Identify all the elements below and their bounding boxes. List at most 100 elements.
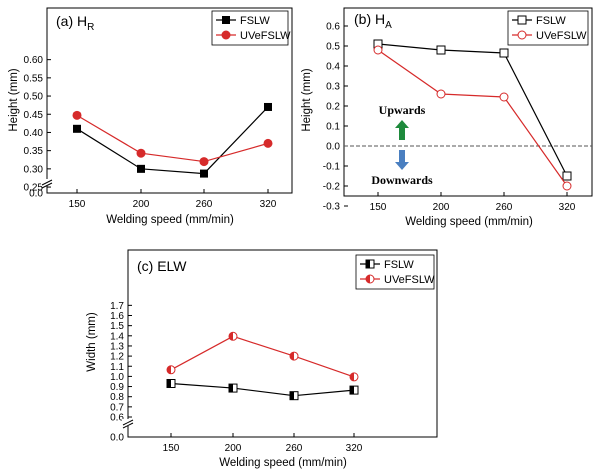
y-tick-label: 0.1 (326, 122, 340, 133)
series-line-fslw (377, 43, 568, 177)
panel-title-main: (a) H (56, 13, 87, 29)
y-tick-label: 0.0 (110, 433, 124, 444)
y-tick-label: 0.8 (110, 392, 124, 403)
legend-label-uvefslw: UVeFSLW (240, 30, 291, 42)
legend-label-fslw: FSLW (384, 259, 414, 271)
annotation-upwards: Upwards (379, 103, 426, 117)
y-tick-label: 0.60 (24, 55, 44, 66)
y-tick-label: 0.5 (326, 42, 340, 53)
chart-panel-c: 0.0 0.60.70.80.91.01.11.21.31.41.51.61.7 1… (86, 249, 438, 469)
panel-title: (c) ELW (137, 258, 187, 274)
x-tick-label: 200 (133, 199, 150, 210)
panel-title: (a) HR (56, 13, 94, 33)
up-arrow-icon (395, 120, 409, 140)
data-point-fslw (436, 45, 446, 55)
data-point-uvefslw-fill (167, 365, 171, 374)
data-point-uvefslw-fill (229, 332, 233, 341)
legend-label-fslw: FSLW (240, 15, 270, 27)
y-tick-label: 0.2 (326, 102, 340, 113)
y-tick-label: 1.6 (110, 311, 124, 322)
axis-break-mark (41, 179, 53, 186)
y-tick-label: 1.5 (110, 321, 124, 332)
y-tick-label: -0.2 (323, 182, 341, 193)
y-tick-label: 1.0 (110, 372, 124, 383)
legend-marker-fslw (222, 16, 230, 24)
x-tick-label: 320 (260, 199, 277, 210)
data-point-fslw (562, 171, 572, 181)
data-point-fslw-fill (229, 384, 233, 393)
legend-marker-fslw (517, 15, 527, 25)
y-tick-label: 1.3 (110, 341, 124, 352)
x-tick-label: 320 (559, 202, 576, 213)
x-tick-label: 320 (346, 443, 363, 454)
y-axis-label: Height (mm) (301, 68, 313, 131)
data-point-fslw (264, 102, 272, 111)
axis-break-mark (122, 422, 134, 429)
axis-break-mark (122, 419, 134, 426)
x-tick-label: 260 (286, 443, 303, 454)
panel-title-main: (c) ELW (137, 258, 187, 274)
chart-panel-b: 0.6 0.5 0.4 0.3 0.2 0.1 0.0 -0.1 -0.2 -0.3 150 200 2… (301, 7, 593, 228)
y-tick-label: 1.4 (110, 331, 124, 342)
plot-frame (127, 249, 438, 438)
y-tick-label: 0.25 (24, 183, 44, 194)
data-point-fslw (499, 48, 509, 58)
y-tick-label: 0.6 (110, 413, 124, 424)
data-point-uvefslw-fill (350, 372, 354, 381)
legend-label-uvefslw: UVeFSLW (536, 30, 587, 42)
y-tick-label: 0.50 (24, 92, 44, 103)
x-axis-label: Welding speed (mm/min) (219, 457, 347, 469)
data-point-fslw-fill (167, 379, 171, 388)
data-point-uvefslw (136, 148, 146, 158)
legend-marker-uvefslw-fill (366, 275, 370, 283)
y-tick-label: 1.2 (110, 352, 124, 363)
data-point-fslw-fill (350, 386, 354, 395)
data-point-uvefslw-fill (290, 352, 294, 361)
series-line-uvefslw (76, 114, 269, 163)
data-point-uvefslw (499, 92, 509, 102)
series-line-uvefslw (170, 335, 355, 378)
legend-marker-fslw-fill (366, 260, 370, 268)
data-point-uvefslw (263, 138, 273, 148)
y-tick-label: 0.30 (24, 164, 44, 175)
x-tick-label: 150 (370, 202, 387, 213)
plot-frame (46, 7, 293, 194)
x-tick-label: 150 (163, 443, 180, 454)
y-tick-label: 1.7 (110, 301, 124, 312)
y-tick-label: 0.55 (24, 73, 44, 84)
y-tick-label: 0.7 (110, 402, 124, 413)
series-line-fslw (170, 382, 355, 397)
x-tick-label: 150 (69, 199, 86, 210)
down-arrow-icon (395, 150, 409, 170)
panel-title-subscript: R (87, 22, 94, 33)
x-tick-label: 200 (225, 443, 242, 454)
data-point-fslw-fill (290, 391, 294, 400)
panel-title-main: (b) H (354, 11, 385, 27)
panel-title: (b) HA (354, 11, 392, 31)
y-tick-label: 0.9 (110, 382, 124, 393)
y-tick-label: -0.1 (323, 162, 341, 173)
data-point-uvefslw (199, 157, 209, 167)
series-line-fslw (76, 106, 269, 175)
y-tick-label: 1.1 (110, 362, 124, 373)
legend-marker-uvefslw (221, 30, 231, 40)
data-point-uvefslw (436, 89, 446, 99)
y-axis-label: Width (mm) (86, 312, 98, 372)
y-tick-label: 0.35 (24, 146, 44, 157)
x-axis-label: Welding speed (mm/min) (106, 214, 234, 226)
y-tick-label: -0.3 (323, 202, 341, 213)
legend-marker-uvefslw (517, 30, 527, 40)
plot-frame (343, 7, 593, 197)
legend-label-uvefslw: UVeFSLW (384, 274, 435, 286)
series-line-uvefslw (377, 49, 568, 187)
chart-panel-a: 0.00.25 0.30 0.35 0.40 0.45 0.50 0.55 0.60 150 20… (8, 7, 293, 226)
y-tick-label: 0.40 (24, 128, 44, 139)
data-point-uvefslw (562, 181, 572, 191)
x-tick-label: 260 (496, 202, 513, 213)
annotation-downwards: Downwards (371, 173, 433, 187)
y-tick-label: 0.45 (24, 110, 44, 121)
y-tick-label: 0.0 (326, 142, 340, 153)
axis-break-mark (41, 182, 53, 189)
x-axis-label: Welding speed (mm/min) (405, 216, 533, 228)
